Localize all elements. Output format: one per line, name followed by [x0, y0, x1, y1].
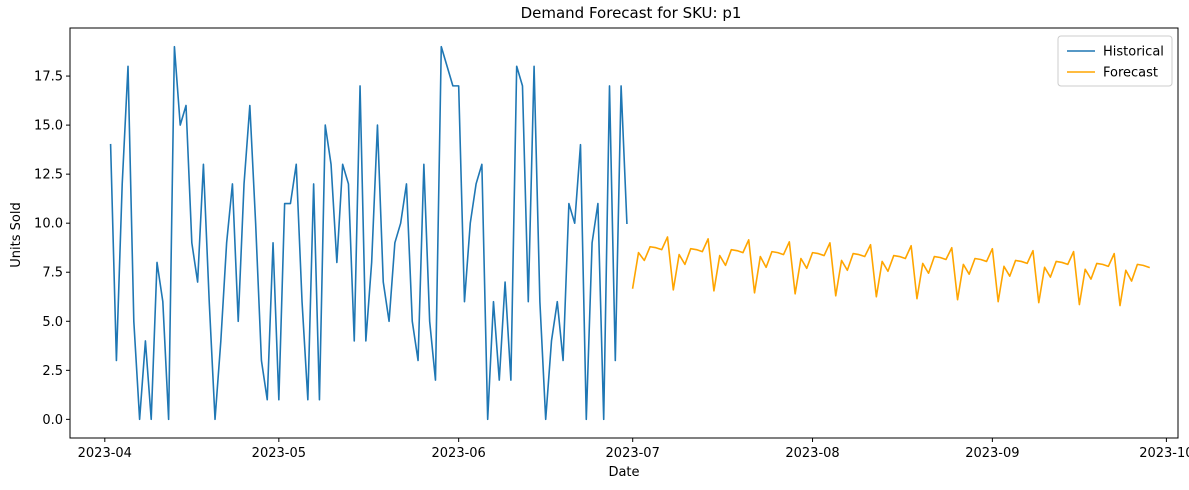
x-axis-label: Date [608, 465, 639, 480]
x-tick-label: 2023-08 [785, 446, 839, 461]
x-tick-label: 2023-07 [606, 446, 660, 461]
chart-title: Demand Forecast for SKU: p1 [521, 4, 742, 22]
legend-label-historical: Historical [1103, 45, 1164, 60]
legend: Historical Forecast [1057, 35, 1173, 87]
x-tick-label: 2023-05 [252, 446, 306, 461]
plot-frame [69, 27, 1179, 439]
x-tick-label: 2023-04 [78, 446, 132, 461]
y-axis: 0.0 2.5 5.0 7.5 10.0 12.5 15.0 17.5 [34, 70, 70, 428]
plot-area [69, 27, 1179, 439]
x-tick-label: 2023-06 [432, 446, 486, 461]
x-tick-label: 2023-10 [1139, 446, 1189, 461]
x-tick-label: 2023-09 [965, 446, 1019, 461]
y-tick-label: 12.5 [34, 168, 63, 183]
y-axis-label: Units Sold [9, 202, 24, 267]
series-line-historical [109, 45, 628, 421]
y-tick-label: 7.5 [42, 266, 63, 281]
y-tick-label: 10.0 [34, 217, 63, 232]
y-tick-label: 2.5 [42, 364, 63, 379]
y-tick-label: 0.0 [42, 413, 63, 428]
y-tick-label: 17.5 [34, 70, 63, 85]
y-tick-label: 5.0 [42, 315, 63, 330]
legend-box [1057, 35, 1173, 87]
legend-label-forecast: Forecast [1103, 66, 1158, 81]
x-axis: 2023-04 2023-05 2023-06 2023-07 2023-08 2023-… [78, 438, 1189, 461]
series-line-forecast [631, 236, 1151, 307]
y-tick-label: 15.0 [34, 119, 63, 134]
